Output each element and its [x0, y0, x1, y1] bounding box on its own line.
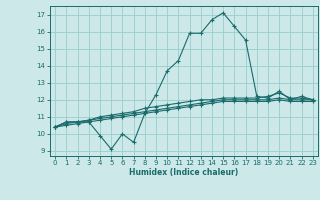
X-axis label: Humidex (Indice chaleur): Humidex (Indice chaleur) — [129, 168, 239, 177]
